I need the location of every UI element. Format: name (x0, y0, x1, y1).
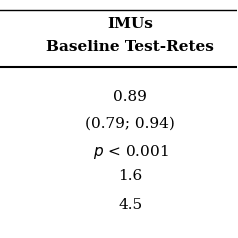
Text: Baseline Test-Retes: Baseline Test-Retes (46, 40, 214, 55)
Text: IMUs: IMUs (107, 17, 153, 31)
Text: (0.79; 0.94): (0.79; 0.94) (85, 117, 175, 131)
Text: 4.5: 4.5 (118, 198, 143, 212)
Text: 1.6: 1.6 (118, 169, 143, 183)
Text: 0.89: 0.89 (114, 90, 147, 104)
Text: $\it{p}$ < 0.001: $\it{p}$ < 0.001 (93, 143, 168, 161)
